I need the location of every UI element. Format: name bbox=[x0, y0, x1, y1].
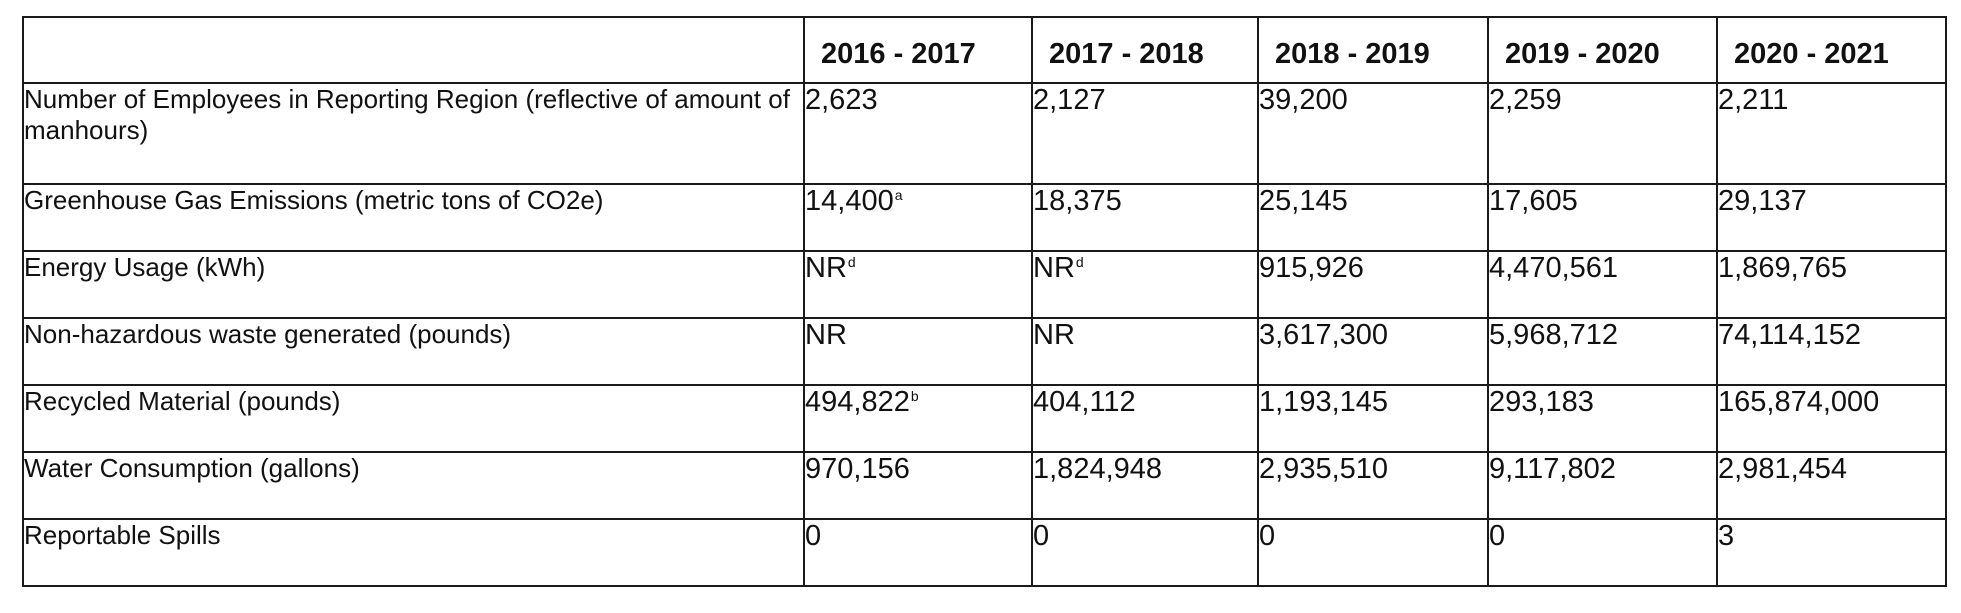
footnote-marker: d bbox=[847, 254, 856, 270]
data-cell: 9,117,802 bbox=[1487, 451, 1718, 520]
data-cell: 18,375 bbox=[1031, 183, 1259, 252]
cell-value: 1,869,765 bbox=[1718, 252, 1848, 284]
data-cell: 3 bbox=[1716, 518, 1947, 587]
cell-value: 5,968,712 bbox=[1489, 319, 1619, 351]
header-cell-year: 2018 - 2019 bbox=[1257, 16, 1489, 84]
row-label: Recycled Material (pounds) bbox=[22, 384, 805, 453]
data-cell: 2,935,510 bbox=[1257, 451, 1489, 520]
footnote-marker: d bbox=[1075, 254, 1084, 270]
cell-value: 2,935,510 bbox=[1259, 453, 1389, 485]
data-cell: 29,137 bbox=[1716, 183, 1947, 252]
data-cell: 404,112 bbox=[1031, 384, 1259, 453]
data-cell: 970,156 bbox=[803, 451, 1033, 520]
header-row: 2016 - 2017 2017 - 2018 2018 - 2019 2019… bbox=[22, 16, 1947, 84]
row-label: Water Consumption (gallons) bbox=[22, 451, 805, 520]
cell-value: 915,926 bbox=[1259, 252, 1364, 284]
sustainability-metrics-table: 2016 - 2017 2017 - 2018 2018 - 2019 2019… bbox=[22, 16, 1947, 587]
data-cell: NRd bbox=[803, 250, 1033, 319]
header-cell-empty bbox=[22, 16, 805, 84]
cell-value: 2,127 bbox=[1033, 84, 1106, 116]
cell-value: 2,259 bbox=[1489, 84, 1562, 116]
cell-value: 0 bbox=[1489, 520, 1506, 552]
footnote-marker: b bbox=[910, 388, 919, 404]
cell-value: 165,874,000 bbox=[1718, 386, 1880, 418]
cell-value: 14,400 bbox=[805, 185, 894, 217]
data-cell: 494,822b bbox=[803, 384, 1033, 453]
data-cell: 3,617,300 bbox=[1257, 317, 1489, 386]
table-row: Energy Usage (kWh) NRd NRd 915,926 4,470… bbox=[22, 250, 1947, 319]
data-cell: 74,114,152 bbox=[1716, 317, 1947, 386]
data-cell: 0 bbox=[1031, 518, 1259, 587]
data-cell: NR bbox=[1031, 317, 1259, 386]
table-row: Recycled Material (pounds) 494,822b 404,… bbox=[22, 384, 1947, 453]
cell-value: 3,617,300 bbox=[1259, 319, 1389, 351]
data-cell: 5,968,712 bbox=[1487, 317, 1718, 386]
data-cell: 1,869,765 bbox=[1716, 250, 1947, 319]
cell-value: 0 bbox=[1259, 520, 1276, 552]
table-row: Non-hazardous waste generated (pounds) N… bbox=[22, 317, 1947, 386]
cell-value: 25,145 bbox=[1259, 185, 1348, 217]
row-label: Non-hazardous waste generated (pounds) bbox=[22, 317, 805, 386]
header-cell-year: 2020 - 2021 bbox=[1716, 16, 1947, 84]
data-cell: 165,874,000 bbox=[1716, 384, 1947, 453]
cell-value: 18,375 bbox=[1033, 185, 1122, 217]
data-cell: 17,605 bbox=[1487, 183, 1718, 252]
cell-value: 494,822 bbox=[805, 386, 910, 418]
header-cell-year: 2017 - 2018 bbox=[1031, 16, 1259, 84]
cell-value: 404,112 bbox=[1033, 386, 1136, 418]
data-cell: 2,259 bbox=[1487, 82, 1718, 185]
cell-value: 2,211 bbox=[1718, 84, 1789, 116]
cell-value: NR bbox=[1033, 319, 1075, 351]
row-label: Greenhouse Gas Emissions (metric tons of… bbox=[22, 183, 805, 252]
cell-value: 0 bbox=[1033, 520, 1050, 552]
data-cell: 2,127 bbox=[1031, 82, 1259, 185]
cell-value: 293,183 bbox=[1489, 386, 1594, 418]
cell-value: 1,193,145 bbox=[1259, 386, 1389, 418]
data-cell: 39,200 bbox=[1257, 82, 1489, 185]
cell-value: 3 bbox=[1718, 520, 1735, 552]
cell-value: 39,200 bbox=[1259, 84, 1348, 116]
header-cell-year: 2019 - 2020 bbox=[1487, 16, 1718, 84]
cell-value: 970,156 bbox=[805, 453, 910, 485]
cell-value: 4,470,561 bbox=[1489, 252, 1619, 284]
cell-value: 1,824,948 bbox=[1033, 453, 1163, 485]
data-cell: NRd bbox=[1031, 250, 1259, 319]
row-label: Number of Employees in Reporting Region … bbox=[22, 82, 805, 185]
footnote-marker: a bbox=[894, 187, 903, 203]
cell-value: 9,117,802 bbox=[1489, 453, 1616, 485]
row-label: Energy Usage (kWh) bbox=[22, 250, 805, 319]
header-cell-year: 2016 - 2017 bbox=[803, 16, 1033, 84]
table-row: Water Consumption (gallons) 970,156 1,82… bbox=[22, 451, 1947, 520]
data-cell: 1,193,145 bbox=[1257, 384, 1489, 453]
row-label: Reportable Spills bbox=[22, 518, 805, 587]
data-cell: 293,183 bbox=[1487, 384, 1718, 453]
data-cell: 0 bbox=[1487, 518, 1718, 587]
cell-value: 0 bbox=[805, 520, 822, 552]
cell-value: 2,981,454 bbox=[1718, 453, 1848, 485]
data-cell: 2,981,454 bbox=[1716, 451, 1947, 520]
table-row: Number of Employees in Reporting Region … bbox=[22, 82, 1947, 185]
data-cell: 0 bbox=[803, 518, 1033, 587]
data-cell: 14,400a bbox=[803, 183, 1033, 252]
table-row: Greenhouse Gas Emissions (metric tons of… bbox=[22, 183, 1947, 252]
cell-value: NR bbox=[805, 252, 847, 284]
cell-value: NR bbox=[1033, 252, 1075, 284]
data-cell: 2,211 bbox=[1716, 82, 1947, 185]
cell-value: 17,605 bbox=[1489, 185, 1578, 217]
data-cell: 0 bbox=[1257, 518, 1489, 587]
data-cell: 2,623 bbox=[803, 82, 1033, 185]
data-cell: 915,926 bbox=[1257, 250, 1489, 319]
data-cell: 1,824,948 bbox=[1031, 451, 1259, 520]
cell-value: 2,623 bbox=[805, 84, 878, 116]
data-cell: 25,145 bbox=[1257, 183, 1489, 252]
cell-value: NR bbox=[805, 319, 847, 351]
data-cell: 4,470,561 bbox=[1487, 250, 1718, 319]
cell-value: 74,114,152 bbox=[1718, 319, 1861, 351]
cell-value: 29,137 bbox=[1718, 185, 1807, 217]
table-row: Reportable Spills 0 0 0 0 3 bbox=[22, 518, 1947, 587]
data-cell: NR bbox=[803, 317, 1033, 386]
